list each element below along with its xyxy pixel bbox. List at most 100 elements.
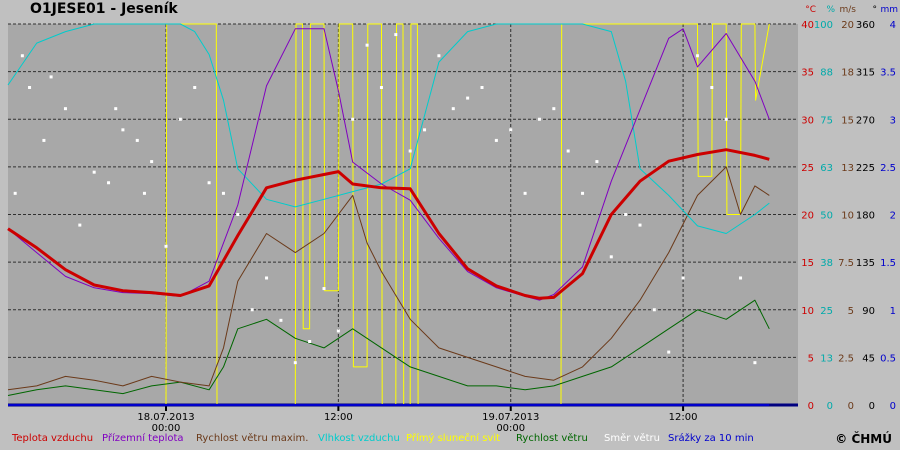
x-tick-label: 00:00 (496, 423, 525, 434)
x-tick-label: 00:00 (152, 423, 181, 434)
wind-direction-point (121, 128, 125, 132)
legend-item: Teplota vzduchu (12, 433, 94, 444)
wind-direction-point (537, 117, 541, 121)
y-tick-label: 135 (856, 258, 875, 269)
legend-item: Srážky za 10 min (668, 433, 754, 444)
x-tick-label: 19.07.2013 (482, 412, 539, 423)
wind-direction-point (308, 340, 312, 343)
wind-direction-point (423, 128, 427, 132)
wind-direction-point (739, 276, 743, 280)
y-tick-label: 0 (869, 401, 875, 412)
wind-direction-point (142, 191, 146, 195)
wind-direction-point (480, 86, 484, 89)
wind-direction-point (494, 138, 498, 142)
y-tick-label: 5 (848, 306, 854, 317)
wind-direction-point (695, 54, 699, 58)
wind-direction-point (250, 308, 254, 312)
y-tick-label: 25 (801, 163, 814, 174)
y-tick-label: 63 (820, 163, 833, 174)
y-tick-label: 13 (841, 163, 854, 174)
wind-direction-point (20, 54, 24, 58)
y-tick-label: 15 (801, 258, 814, 269)
wind-direction-point (566, 149, 570, 153)
y-tick-label: 38 (820, 258, 833, 269)
axis-unit-label: mm (880, 5, 898, 15)
wind-direction-point (667, 350, 671, 354)
wind-direction-point (710, 86, 714, 89)
y-tick-label: 10 (841, 211, 854, 222)
legend-item: Vlhkost vzduchu (318, 433, 400, 444)
y-tick-label: 35 (801, 68, 814, 79)
y-tick-label: 90 (862, 306, 875, 317)
y-tick-label: 75 (820, 115, 833, 126)
wind-direction-point (753, 361, 757, 365)
y-tick-label: 20 (801, 211, 814, 222)
y-tick-label: 270 (856, 115, 875, 126)
axis-unit-label: m/s (840, 5, 857, 15)
wind-direction-point (78, 223, 82, 227)
y-tick-label: 30 (801, 115, 814, 126)
legend-item: Přímý sluneční svit (406, 433, 501, 444)
y-tick-label: 0 (808, 401, 814, 412)
wind-direction-point (724, 117, 728, 121)
wind-direction-point (236, 213, 240, 216)
copyright-text: © ČHMÚ (835, 432, 892, 446)
y-tick-label: 2.5 (838, 353, 854, 364)
y-tick-label: 1.5 (880, 258, 896, 269)
y-tick-label: 45 (862, 353, 875, 364)
y-tick-label: 0 (827, 401, 833, 412)
y-tick-label: 3 (890, 115, 896, 126)
wind-direction-point (92, 170, 96, 174)
wind-direction-point (293, 361, 297, 365)
wind-direction-point (193, 86, 197, 89)
wind-direction-point (437, 54, 441, 58)
wind-direction-point (609, 255, 613, 259)
wind-direction-point (207, 181, 211, 185)
wind-direction-point (164, 244, 168, 248)
y-tick-label: 40 (801, 20, 814, 31)
chart-title: O1JESE01 - Jeseník (30, 1, 178, 17)
axis-unit-label: % (826, 5, 835, 15)
wind-direction-point (652, 308, 656, 312)
y-tick-label: 180 (856, 211, 875, 222)
y-tick-label: 2 (890, 211, 896, 222)
y-tick-label: 25 (820, 306, 833, 317)
wind-direction-point (114, 107, 118, 111)
y-tick-label: 0.5 (880, 353, 896, 364)
wind-direction-point (394, 33, 398, 37)
y-tick-label: 13 (820, 353, 833, 364)
y-tick-label: 5 (808, 353, 814, 364)
y-tick-label: 315 (856, 68, 875, 79)
y-tick-label: 1 (890, 306, 896, 317)
y-tick-label: 3.5 (880, 68, 896, 79)
wind-direction-point (624, 213, 628, 216)
series-line (7, 148, 770, 300)
y-tick-label: 0 (890, 401, 896, 412)
x-tick-label: 12:00 (324, 412, 353, 423)
wind-direction-point (28, 86, 32, 89)
wind-direction-point (466, 96, 470, 100)
y-tick-label: 50 (820, 211, 833, 222)
axis-unit-label: °C (805, 5, 816, 15)
wind-direction-point (365, 43, 369, 47)
y-tick-label: 225 (856, 163, 875, 174)
wind-direction-point (13, 191, 17, 195)
legend-item: Rychlost větru (516, 433, 588, 444)
wind-direction-point (63, 107, 67, 111)
series-line (7, 299, 770, 396)
y-tick-label: 15 (841, 115, 854, 126)
y-tick-label: 4 (890, 20, 896, 31)
wind-direction-point (351, 117, 355, 121)
wind-direction-point (150, 160, 154, 164)
y-tick-label: 0 (848, 401, 854, 412)
wind-direction-point (265, 276, 269, 280)
wind-direction-point (509, 128, 513, 132)
wind-direction-point (135, 138, 139, 142)
wind-direction-point (42, 138, 46, 142)
wind-direction-point (178, 117, 182, 121)
wind-direction-point (379, 86, 383, 89)
wind-direction-point (595, 160, 599, 164)
legend-item: Směr větru (604, 433, 660, 444)
y-tick-label: 2.5 (880, 163, 896, 174)
